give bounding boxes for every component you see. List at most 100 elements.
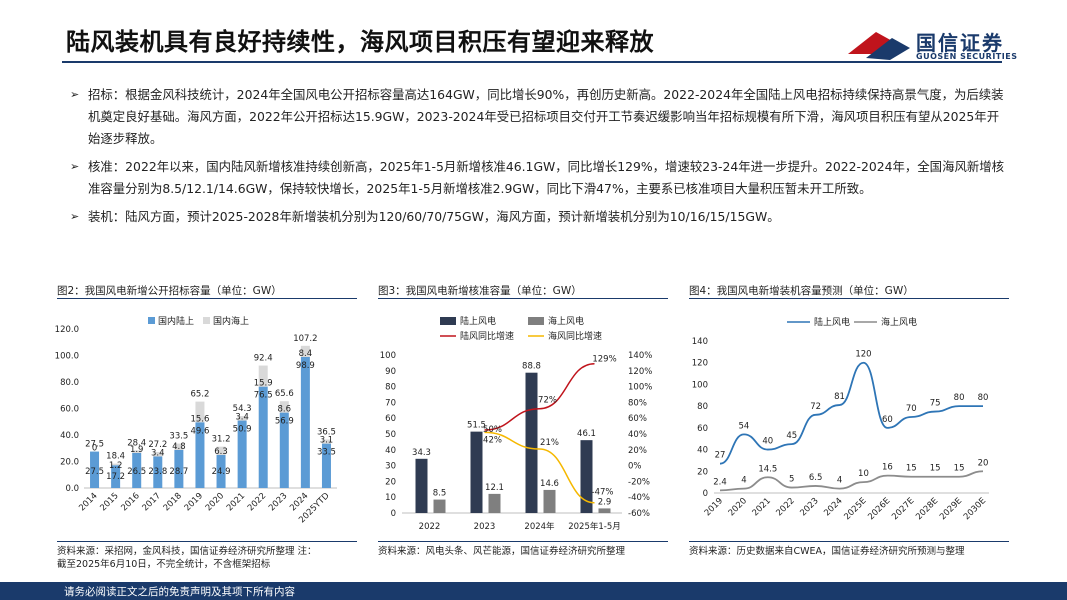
data-label-offshore: 4.8	[172, 442, 186, 452]
y-tick-label: 100	[692, 380, 708, 390]
data-label-offshore: 3.4	[151, 448, 165, 458]
y-tick-label-left: 20	[385, 477, 396, 487]
y-tick-label-left: 70	[385, 398, 396, 408]
y-tick-label: 0	[703, 489, 708, 499]
y-tick-label-left: 10	[385, 493, 396, 503]
data-label-total: 92.4	[254, 354, 273, 364]
data-label-onshore: 80	[978, 393, 989, 403]
figure2-chart: 国内陆上 国内海上 0.0 20.0 40.0 60.0 80.0 100.0 120.0 27.…	[55, 315, 337, 525]
bar-offshore	[279, 401, 289, 413]
bar-offshore	[488, 493, 501, 513]
figure2-title: 图2：我国风电新增公开招标容量（单位：GW）	[57, 285, 282, 297]
data-label-onshore: 27	[715, 451, 726, 461]
data-label-offshore: 12.1	[485, 483, 504, 493]
data-label-offshore: 15.9	[254, 379, 273, 389]
data-label-onshore: 120	[855, 350, 871, 360]
bullet-text: 招标：根据金风科技统计，2024年全国风电公开招标容量高达164GW，同比增长9…	[88, 87, 1004, 146]
logo-name-cn: 国信证券	[916, 31, 1004, 55]
data-label-onshore: 33.5	[317, 448, 336, 458]
legend-label: 国内陆上	[158, 315, 194, 327]
data-label-offshore-growth: 42%	[483, 435, 502, 445]
figure3-source: 资料来源：风电头条、风芒能源，国信证券经济研究所整理	[378, 546, 626, 557]
legend-label: 陆风同比增速	[460, 330, 514, 342]
legend-label: 海上风电	[881, 316, 917, 328]
data-label-offshore: 14.6	[540, 479, 559, 489]
data-label-total: 28.4	[127, 438, 146, 448]
legend-swatch-onshore	[148, 317, 155, 324]
footer-bar	[0, 582, 1067, 600]
x-tick-label: 2015	[98, 491, 120, 513]
data-label-total: 65.2	[190, 390, 209, 400]
figure4-title-rule	[689, 298, 1009, 299]
bullet-arrow-icon: ➢	[70, 210, 80, 223]
x-tick-label: 2024年	[524, 521, 555, 532]
bar-onshore	[216, 455, 226, 488]
line-onshore	[719, 361, 983, 465]
y-tick-label: 60	[697, 424, 708, 434]
bar-onshore	[279, 412, 289, 488]
y-tick-label-right: 100%	[628, 383, 652, 393]
y-tick-label-right: 80%	[628, 398, 647, 408]
y-tick-label: 80	[697, 402, 708, 412]
figure2-source-line2: 截至2025年6月10日，不完全统计，不含框架招标	[57, 559, 271, 570]
y-tick-label: 80.0	[60, 378, 79, 388]
y-tick-label-right: 20%	[628, 446, 647, 456]
y-tick-label-right: -20%	[628, 477, 650, 487]
data-label-offshore: 15	[954, 464, 965, 474]
y-tick-label: 140	[692, 337, 708, 347]
data-label-onshore: 75	[930, 399, 941, 409]
bullet-arrow-icon: ➢	[70, 88, 80, 101]
bullet-arrow-icon: ➢	[70, 160, 80, 173]
y-tick-label-left: 30	[385, 462, 396, 472]
bullet-approval: ➢ 核准：2022年以来，国内陆风新增核准持续创新高，2025年1-5月新增核准…	[70, 156, 1010, 200]
x-tick-label: 2027E	[890, 496, 916, 522]
data-label-offshore: 1.9	[130, 445, 144, 455]
footer-disclaimer: 请务必阅读正文之后的免责声明及其项下所有内容	[64, 586, 295, 598]
legend-swatch-offshore	[203, 317, 210, 324]
data-label-onshore: 46.1	[577, 429, 596, 439]
data-label-total: 54.3	[233, 404, 252, 414]
figure2-source-line1: 资料来源：采招网，金风科技，国信证券经济研究所整理 注：	[57, 546, 317, 557]
data-label-onshore: 98.9	[296, 361, 315, 371]
data-label-offshore: 6.3	[214, 447, 228, 457]
y-tick-label-left: 60	[385, 414, 396, 424]
figure3-title: 图3：我国风电新增核准容量（单位：GW）	[378, 285, 582, 297]
y-tick-label: 20.0	[60, 458, 79, 468]
data-label-offshore: 6.5	[809, 473, 823, 483]
x-tick-label: 2026E	[866, 496, 892, 522]
data-label-offshore: 2.9	[598, 497, 612, 507]
line-onshore-growth	[484, 362, 595, 431]
y-tick-label: 120.0	[55, 325, 79, 335]
bar-offshore	[195, 401, 205, 423]
data-label-onshore: 60	[882, 415, 893, 425]
y-tick-label-left: 100	[380, 351, 396, 361]
y-tick-label-right: 120%	[628, 367, 652, 377]
bar-onshore	[580, 440, 593, 513]
x-tick-label: 2022	[419, 522, 441, 532]
figure4-title: 图4：我国风电新增装机容量预测（单位：GW）	[689, 285, 914, 297]
x-tick-label: 2020	[727, 496, 749, 518]
data-label-offshore: 15.6	[190, 414, 209, 424]
x-tick-label: 2018	[162, 491, 184, 513]
x-tick-label: 2021	[751, 496, 773, 518]
data-label-onshore: 34.3	[412, 448, 431, 458]
bar-offshore	[216, 446, 226, 456]
x-tick-label: 2023	[267, 491, 289, 513]
data-label-offshore: 4	[837, 476, 842, 486]
y-tick-label-right: 0%	[628, 462, 642, 472]
data-label-onshore: 26.5	[127, 467, 146, 477]
x-tick-label: 2023	[798, 496, 820, 518]
data-label-onshore: 49.6	[190, 426, 209, 436]
legend-swatch-onshore	[440, 317, 456, 325]
x-tick-label: 2020	[204, 491, 226, 513]
data-label-total: 36.5	[317, 428, 336, 438]
x-tick-label: 2030E	[962, 496, 988, 522]
data-label-offshore: 3.1	[320, 436, 334, 446]
y-tick-label-left: 90	[385, 367, 396, 377]
data-label-total: 65.6	[275, 389, 294, 399]
figure3-bottom-rule	[378, 541, 668, 542]
figure4-bottom-rule	[689, 541, 1009, 542]
x-tick-label: 2029E	[938, 496, 964, 522]
data-label-onshore: 50.9	[233, 425, 252, 435]
bar-onshore	[525, 372, 538, 513]
